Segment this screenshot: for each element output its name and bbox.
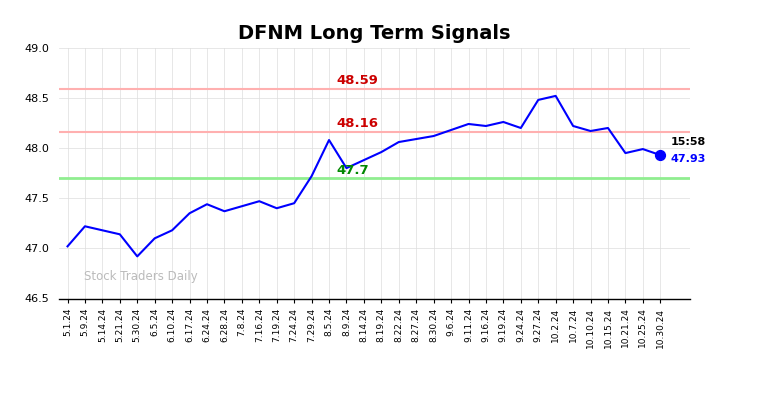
Text: Stock Traders Daily: Stock Traders Daily: [84, 271, 198, 283]
Text: 47.93: 47.93: [671, 154, 706, 164]
Text: 48.16: 48.16: [336, 117, 378, 130]
Title: DFNM Long Term Signals: DFNM Long Term Signals: [238, 24, 510, 43]
Text: 47.7: 47.7: [336, 164, 368, 177]
Text: 48.59: 48.59: [336, 74, 378, 87]
Point: [654, 152, 666, 158]
Text: 15:58: 15:58: [671, 137, 706, 147]
